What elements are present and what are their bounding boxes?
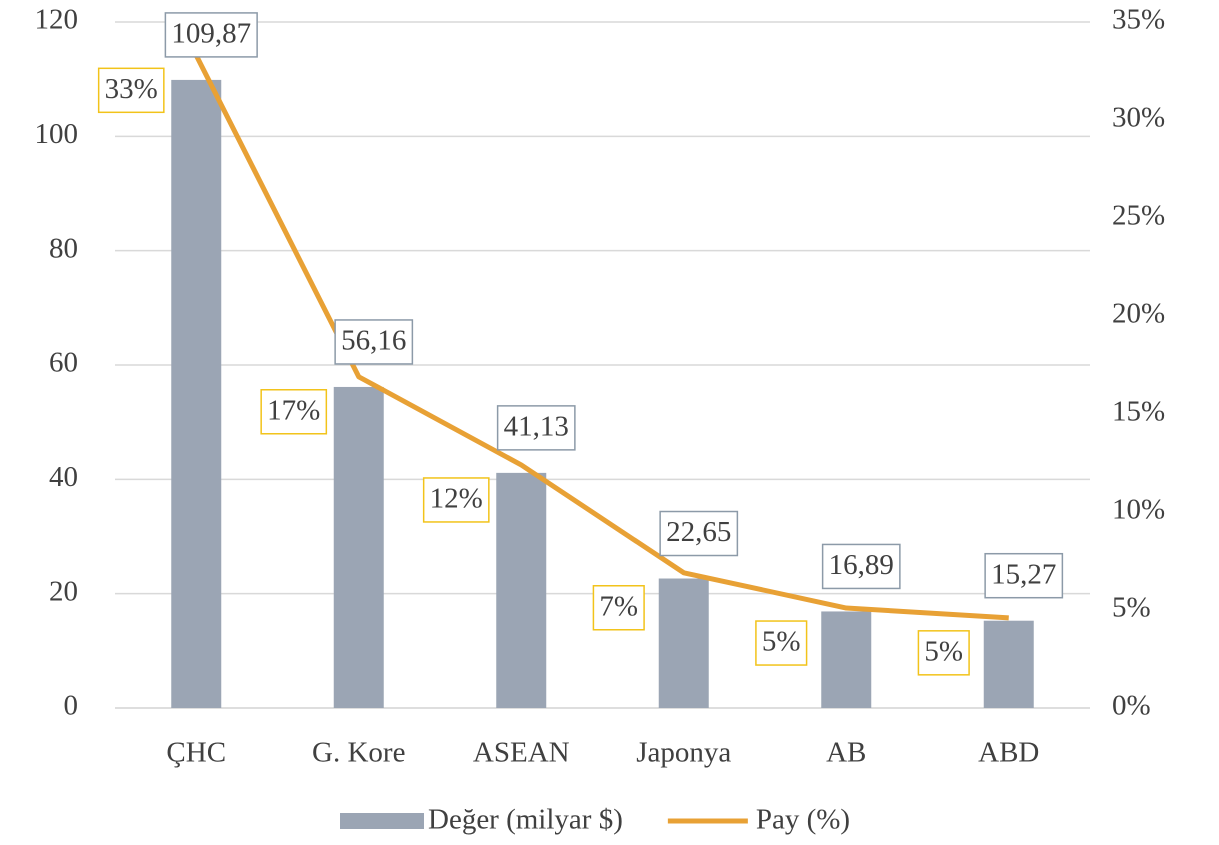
bar-value-label: 15,27 [991, 558, 1056, 590]
y2-tick-label: 15% [1112, 396, 1165, 428]
line-value-label-box [422, 477, 490, 523]
x-tick-label: ASEAN [473, 737, 570, 769]
line-value-label: 33% [105, 73, 158, 105]
bar-value-label: 16,89 [829, 549, 894, 581]
y-tick-label: 0 [64, 690, 79, 722]
y-tick-label: 80 [49, 232, 78, 264]
bar [171, 79, 222, 708]
bar [333, 386, 384, 708]
legend-label: Pay (%) [756, 804, 850, 836]
x-tick-label: G. Kore [312, 737, 405, 769]
line-value-label-box [592, 585, 645, 631]
line-value-label-box [755, 620, 808, 666]
y-tick-label: 40 [49, 461, 78, 493]
line-series [194, 54, 1009, 621]
y-tick-label: 60 [49, 347, 78, 379]
bar [658, 578, 709, 708]
line-value-label-box [917, 630, 970, 676]
line-value-label: 5% [924, 635, 963, 667]
bar [496, 472, 547, 708]
bar-value-label-box [984, 552, 1064, 599]
y2-tick-label: 35% [1112, 4, 1165, 36]
y-tick-label: 100 [35, 118, 79, 150]
bar [821, 611, 872, 708]
line-value-label: 17% [267, 394, 320, 426]
y-tick-label: 120 [35, 4, 79, 36]
bar-value-label-box [164, 12, 258, 58]
y2-tick-label: 10% [1112, 494, 1165, 526]
x-tick-label: ÇHC [166, 737, 226, 769]
line-value-label: 12% [430, 483, 483, 515]
y2-tick-label: 30% [1112, 102, 1165, 134]
x-tick-label: ABD [978, 737, 1039, 769]
line-value-label: 5% [762, 626, 801, 658]
legend-label: Değer (milyar $) [428, 804, 623, 836]
bar-value-label: 56,16 [341, 325, 406, 357]
y-tick-label: 20 [49, 575, 78, 607]
bar-value-label: 109,87 [171, 18, 251, 50]
y2-tick-label: 20% [1112, 298, 1165, 330]
y2-tick-label: 25% [1112, 200, 1165, 232]
bar [983, 620, 1034, 708]
bar-value-label: 41,13 [504, 411, 569, 443]
bar-value-label-box [334, 319, 414, 365]
x-tick-label: Japonya [636, 737, 731, 769]
line-value-label-box [97, 67, 165, 114]
bar-value-label-box [496, 405, 576, 451]
bar-value-label-box [659, 510, 739, 557]
y2-tick-label: 5% [1112, 592, 1151, 624]
x-tick-label: AB [826, 737, 866, 769]
bar-value-label-box [821, 543, 901, 590]
y2-tick-label: 0% [1112, 690, 1151, 722]
bar-value-label: 22,65 [666, 516, 731, 548]
line-value-label-box [260, 389, 328, 435]
line-value-label: 7% [599, 590, 638, 622]
legend-swatch [340, 813, 424, 829]
